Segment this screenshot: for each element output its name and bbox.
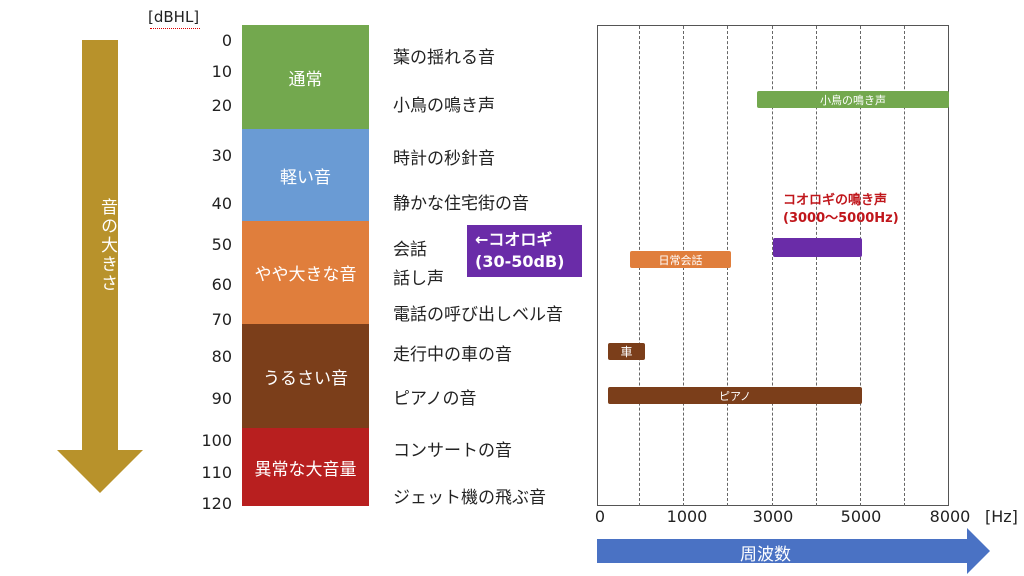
sound-example: 葉の揺れる音 bbox=[393, 48, 495, 68]
sound-example: 時計の秒針音 bbox=[393, 149, 495, 169]
db-tick: 10 bbox=[211, 62, 232, 81]
sound-example: 静かな住宅街の音 bbox=[393, 194, 529, 214]
sound-example: 走行中の車の音 bbox=[393, 345, 512, 365]
x-tick: 5000 bbox=[840, 507, 882, 526]
sound-example: 会話 bbox=[393, 240, 427, 260]
db-tick: 50 bbox=[211, 235, 232, 254]
cricket-callout-line2: (30-50dB) bbox=[475, 252, 565, 271]
bar-cricket bbox=[773, 238, 862, 257]
gridline bbox=[772, 26, 773, 506]
x-tick: 1000 bbox=[666, 507, 708, 526]
x-tick: 3000 bbox=[752, 507, 794, 526]
loudness-arrow bbox=[57, 40, 143, 493]
db-tick: 30 bbox=[211, 146, 232, 165]
db-tick: 40 bbox=[211, 194, 232, 213]
loudness-arrow-label: 音の大きさ bbox=[97, 198, 117, 293]
db-tick: 60 bbox=[211, 275, 232, 294]
sound-example: ジェット機の飛ぶ音 bbox=[393, 488, 546, 508]
bar-car: 車 bbox=[608, 343, 645, 360]
sound-example: ピアノの音 bbox=[393, 389, 477, 409]
frequency-arrow bbox=[597, 528, 990, 574]
sound-example: 話し声 bbox=[393, 269, 444, 289]
frequency-axis-label: 周波数 bbox=[740, 545, 791, 565]
band-soft: 軽い音 bbox=[242, 129, 369, 221]
band-extreme: 異常な大音量 bbox=[242, 428, 369, 506]
sound-example: 小鳥の鳴き声 bbox=[393, 96, 495, 116]
frequency-chart-frame bbox=[597, 25, 949, 506]
bar-piano: ピアノ bbox=[608, 387, 862, 404]
db-tick: 90 bbox=[211, 389, 232, 408]
bar-conversation: 日常会話 bbox=[630, 251, 731, 268]
db-tick: 110 bbox=[201, 463, 232, 482]
db-tick: 70 bbox=[211, 310, 232, 329]
db-tick: 20 bbox=[211, 96, 232, 115]
db-tick: 80 bbox=[211, 347, 232, 366]
cricket-callout-line1: ←コオロギ bbox=[475, 230, 553, 249]
gridline bbox=[904, 26, 905, 506]
x-unit-label: [Hz] bbox=[985, 507, 1018, 526]
bar-bird: 小鳥の鳴き声 bbox=[757, 91, 949, 108]
x-tick: 0 bbox=[594, 507, 606, 526]
spellcheck-underline bbox=[150, 28, 200, 29]
gridline bbox=[816, 26, 817, 506]
sound-example: 電話の呼び出しベル音 bbox=[393, 305, 563, 325]
cricket-frequency-annotation: コオロギの鳴き声 (3000〜5000Hz) bbox=[783, 192, 899, 228]
sound-example: コンサートの音 bbox=[393, 441, 512, 461]
band-normal: 通常 bbox=[242, 25, 369, 129]
band-slightly-loud: やや大きな音 bbox=[242, 221, 369, 324]
band-noisy: うるさい音 bbox=[242, 324, 369, 428]
db-tick: 120 bbox=[201, 494, 232, 513]
gridline bbox=[860, 26, 861, 506]
db-tick: 100 bbox=[201, 431, 232, 450]
x-tick: 8000 bbox=[929, 507, 971, 526]
cricket-annotation-line1: コオロギの鳴き声 bbox=[783, 193, 888, 208]
cricket-annotation-line2: (3000〜5000Hz) bbox=[783, 211, 899, 226]
db-tick: 0 bbox=[221, 31, 232, 50]
cricket-db-callout: ←コオロギ (30-50dB) bbox=[467, 225, 582, 277]
db-unit-label: [dBHL] bbox=[148, 8, 200, 26]
